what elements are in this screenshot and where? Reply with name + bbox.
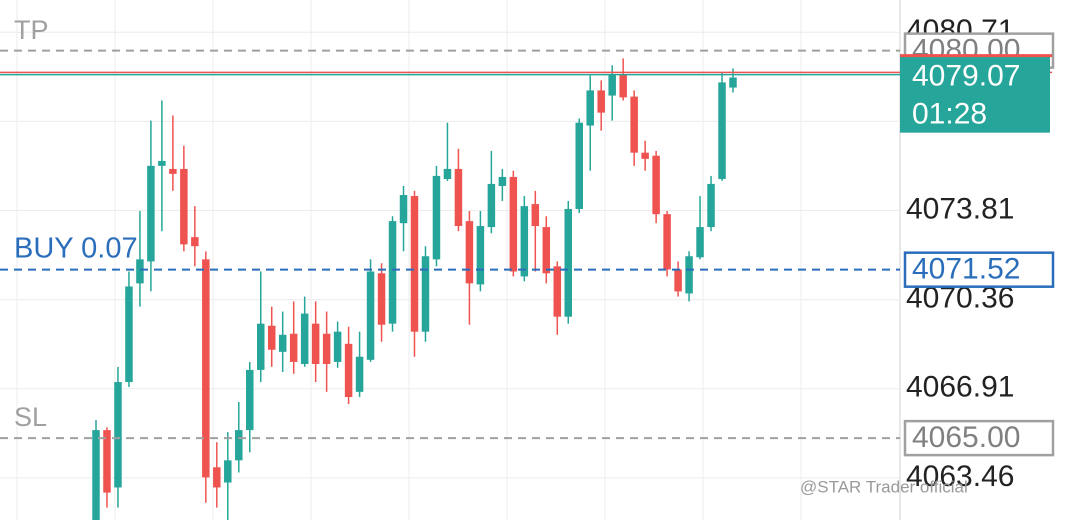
candle-body [685,256,693,294]
candle-body [267,325,276,350]
watermark: @STAR Trader official [800,477,968,496]
candle-body [410,196,419,332]
level-price-label: 4071.52 [912,253,1020,286]
candle-body [674,269,682,292]
candle-body [619,74,627,98]
candle-body [531,204,540,227]
level-name: SL [14,402,47,432]
candle-body [476,226,485,285]
candle-body [707,183,715,228]
grid [16,0,802,520]
candle-body [344,343,353,398]
candle-body [289,333,298,362]
candle-body [169,168,177,174]
candle-body [311,323,320,364]
level-name: BUY 0.07 [14,232,138,264]
candle-body [256,323,265,370]
candle-body [224,460,232,483]
candle-body [696,227,704,258]
level-name: TP [14,15,49,45]
candle-body [333,331,342,362]
candle-body [542,227,551,274]
candle-body [103,430,111,493]
y-tick-label: 4063.46 [906,460,1014,493]
candle-body [498,176,507,186]
candle-body [432,175,441,260]
countdown: 01:28 [912,98,987,131]
candle-body [300,313,309,364]
candle-body [213,467,221,488]
candle-body [125,286,133,383]
level-price-label: 4065.00 [912,421,1020,454]
candle-body [630,96,638,153]
candle-body [147,165,155,262]
candle-body [388,221,397,324]
candle-body [278,334,287,352]
candle-body [399,195,408,224]
candle-body [421,256,430,332]
candle-body [366,271,375,360]
candle-body [553,266,562,317]
candle-body [202,259,210,478]
candle-body [465,221,474,284]
candle-body [454,168,463,227]
candle-body [586,90,594,126]
current-price-box [900,55,1050,133]
candle-body [729,77,737,88]
candle-body [718,82,726,180]
candle-body [114,382,122,488]
candle-body [608,74,616,96]
candle-body [377,273,386,325]
y-tick-label: 4066.91 [906,371,1014,404]
candle-body [597,90,605,113]
candle-body [355,356,364,392]
candle-body [158,160,166,166]
candle-body [487,183,496,228]
candle-body [663,214,671,270]
candle-body [443,168,452,180]
y-tick-label: 4073.81 [906,192,1014,225]
candle-body [509,176,518,272]
level-price-box [903,251,1055,288]
candle-body [235,430,243,461]
candle-body [520,206,529,277]
current-price-label: 4079.07 [912,60,1020,93]
candle-body [641,152,649,159]
candle-body [92,430,100,520]
candle-body [322,333,331,364]
candle-body [246,369,254,431]
candle-body [136,259,144,284]
candle-body [180,168,188,245]
level-price-box [903,419,1055,457]
candle-body [575,122,583,209]
candle-body [652,155,660,215]
candle-body [564,208,573,317]
candle-body [191,237,199,247]
